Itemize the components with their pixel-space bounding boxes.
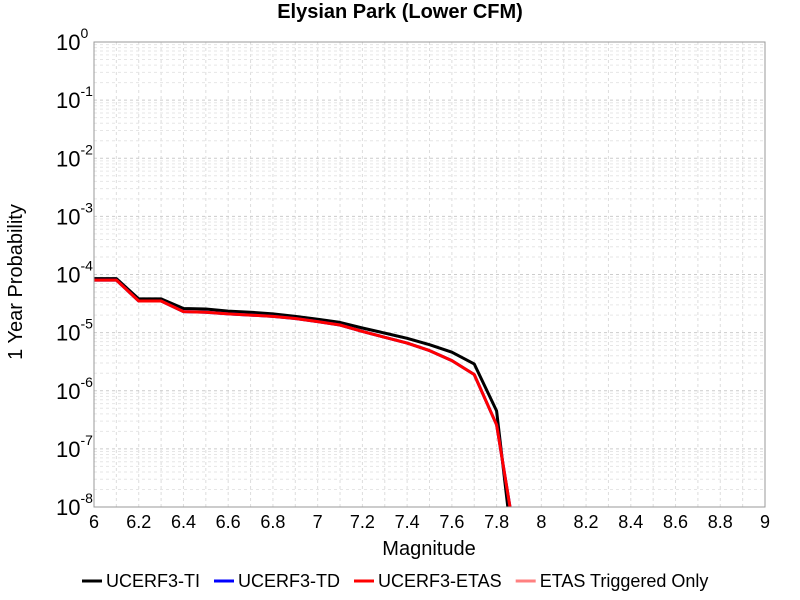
y-tick-label: 10-6 (56, 374, 93, 404)
series-line-2 (94, 278, 512, 508)
x-axis-label: Magnitude (382, 538, 475, 560)
x-tick-label: 6.2 (126, 512, 151, 532)
legend-label-3: ETAS Triggered Only (540, 571, 709, 591)
chart-title: Elysian Park (Lower CFM) (277, 1, 523, 23)
x-tick-label: 7.4 (395, 512, 420, 532)
x-tick-labels: 6 6.2 6.4 6.6 6.8 7 7.2 7.4 7.6 7.8 8 8.2 8.4 8.6 8.8 9 (89, 512, 770, 532)
x-tick-label: 7.8 (484, 512, 509, 532)
legend: UCERF3-TI UCERF3-TD UCERF3-ETAS ETAS Trigge… (82, 571, 708, 591)
series-line-0 (94, 277, 510, 508)
x-tick-label: 7.6 (439, 512, 464, 532)
grid (93, 42, 766, 508)
x-tick-label: 6 (89, 512, 99, 532)
y-tick-label: 10-3 (56, 199, 93, 229)
y-tick-label: 10-5 (56, 316, 93, 346)
x-tick-label: 6.6 (216, 512, 241, 532)
x-tick-label: 8.2 (574, 512, 599, 532)
plot-frame (93, 41, 766, 508)
y-tick-label: 10-4 (56, 258, 93, 288)
x-tick-label: 9 (760, 512, 770, 532)
y-tick-label: 10-1 (56, 83, 93, 113)
x-tick-label: 8.4 (618, 512, 643, 532)
x-tick-label: 7.2 (350, 512, 375, 532)
x-tick-label: 8.6 (663, 512, 688, 532)
legend-label-2: UCERF3-ETAS (378, 571, 502, 591)
x-tick-label: 6.8 (260, 512, 285, 532)
y-tick-labels: 100 10-1 10-2 10-3 10-4 10-5 10-6 10-7 10-8 (56, 25, 93, 520)
series-lines (94, 277, 512, 508)
y-tick-label: 10-2 (56, 141, 93, 171)
x-tick-label: 8.8 (708, 512, 733, 532)
x-tick-label: 8 (536, 512, 546, 532)
x-tick-label: 6.4 (171, 512, 196, 532)
y-axis-label: 1 Year Probability (5, 204, 27, 360)
y-tick-label: 10-7 (56, 432, 93, 462)
x-tick-label: 7 (313, 512, 323, 532)
y-tick-label: 100 (56, 25, 88, 55)
y-tick-label: 10-8 (56, 490, 93, 520)
legend-label-0: UCERF3-TI (106, 571, 200, 591)
legend-label-1: UCERF3-TD (238, 571, 340, 591)
